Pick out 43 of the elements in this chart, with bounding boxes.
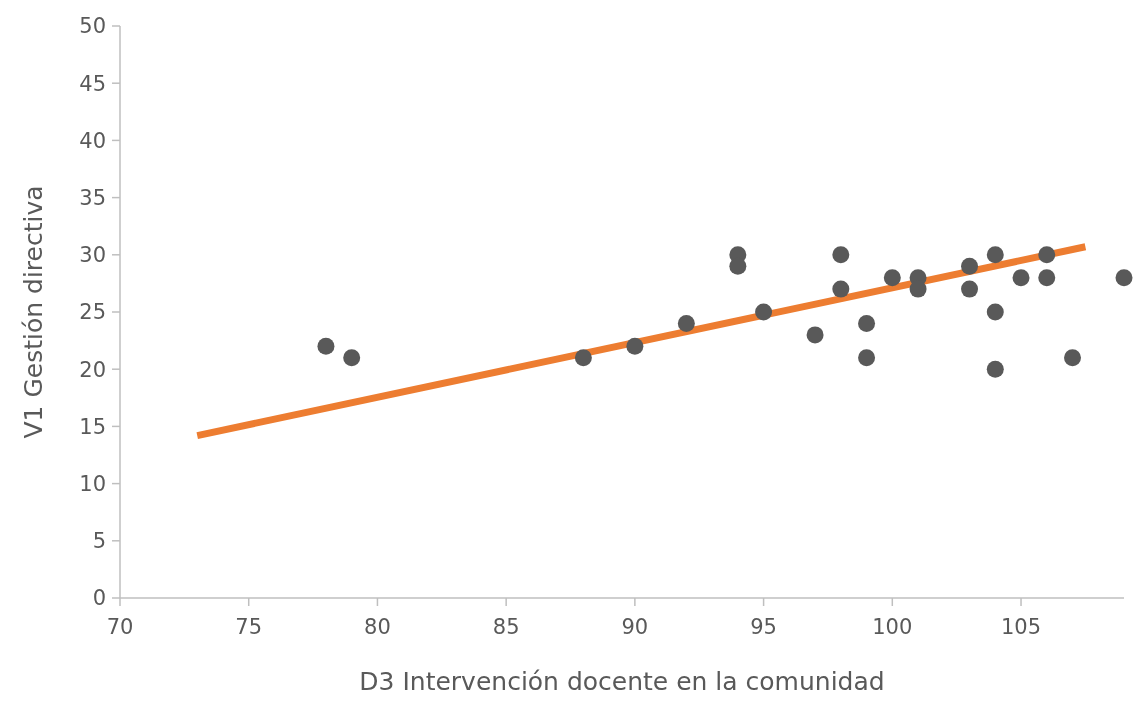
x-tick-label: 105 bbox=[1000, 615, 1042, 639]
point bbox=[1038, 246, 1056, 264]
x-tick-label: 100 bbox=[872, 615, 913, 639]
point bbox=[883, 269, 901, 287]
point bbox=[858, 314, 876, 332]
point bbox=[626, 337, 644, 355]
y-axis-title: V1 Gestión directiva bbox=[19, 185, 48, 439]
y-tick-label: 35 bbox=[79, 185, 106, 210]
point bbox=[832, 246, 850, 264]
y-tick-label: 20 bbox=[79, 357, 106, 382]
point bbox=[1115, 269, 1133, 287]
point bbox=[317, 337, 335, 355]
x-tick-label: 75 bbox=[235, 615, 263, 639]
y-tick-label: 0 bbox=[92, 586, 106, 611]
point bbox=[986, 360, 1004, 378]
y-tick-label: 5 bbox=[92, 529, 106, 554]
point bbox=[343, 349, 361, 367]
y-tick-label: 25 bbox=[79, 300, 106, 325]
point bbox=[1064, 349, 1082, 367]
point bbox=[574, 349, 592, 367]
x-tick-label: 70 bbox=[106, 615, 134, 639]
x-tick-label: 95 bbox=[750, 615, 777, 639]
x-tick-label: 90 bbox=[621, 615, 649, 639]
point bbox=[986, 303, 1004, 321]
point bbox=[961, 257, 979, 275]
x-axis-title: D3 Intervención docente en la comunidad bbox=[359, 667, 885, 696]
point bbox=[1038, 269, 1056, 287]
x-tick-label: 85 bbox=[492, 615, 520, 639]
y-tick-label: 50 bbox=[79, 14, 106, 39]
y-tick-label: 40 bbox=[79, 128, 106, 153]
point bbox=[832, 280, 850, 298]
point bbox=[961, 280, 979, 298]
point bbox=[677, 314, 695, 332]
point bbox=[806, 326, 824, 344]
x-tick-label: 80 bbox=[364, 615, 391, 639]
y-tick-label: 15 bbox=[79, 414, 106, 439]
y-tick-label: 30 bbox=[79, 243, 106, 268]
point bbox=[858, 349, 876, 367]
y-tick-label: 45 bbox=[79, 71, 106, 96]
point bbox=[986, 246, 1004, 264]
point bbox=[755, 303, 773, 321]
y-tick-label: 10 bbox=[79, 471, 106, 496]
point bbox=[1012, 269, 1030, 287]
